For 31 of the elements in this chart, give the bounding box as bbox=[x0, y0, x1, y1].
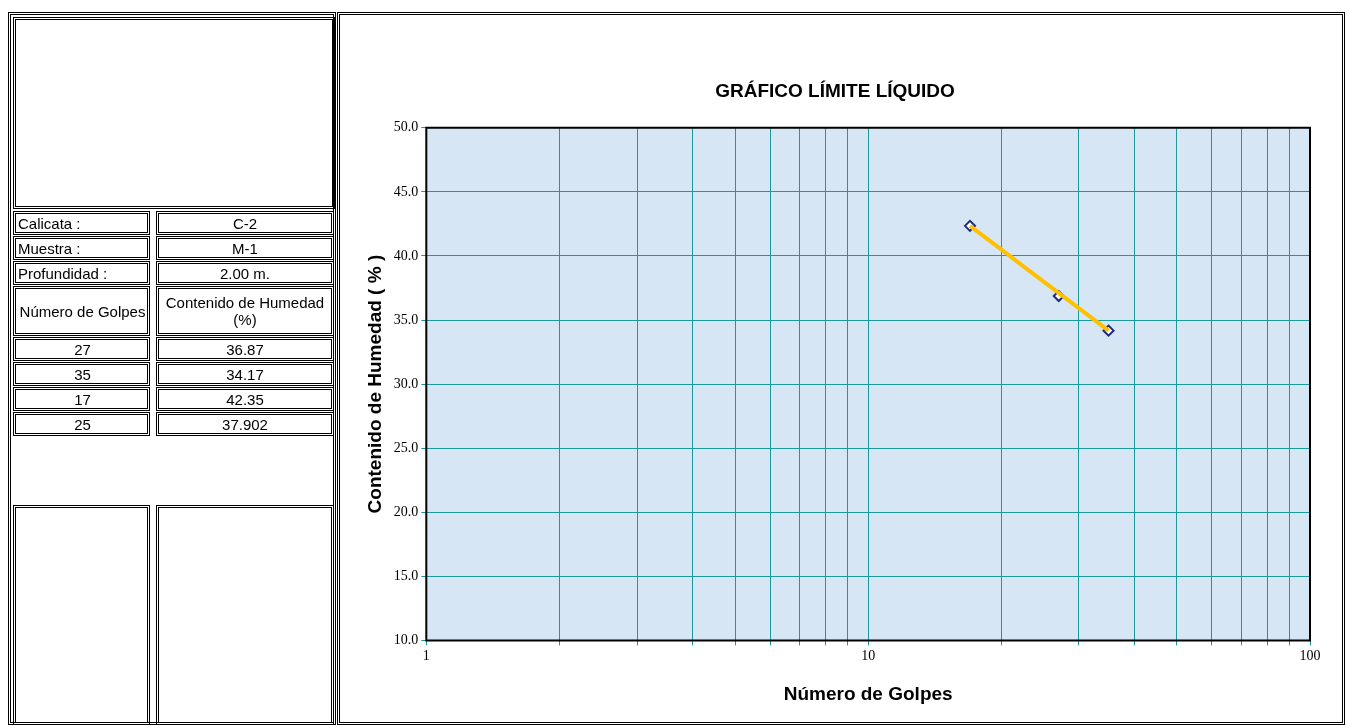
x-tick-label: 1 bbox=[422, 648, 430, 664]
y-axis-title: Contenido de Humedad ( % ) bbox=[363, 254, 385, 514]
text: 35 bbox=[13, 362, 150, 386]
y-tick-label: 50.0 bbox=[393, 119, 419, 135]
y-tick-label: 40.0 bbox=[393, 247, 419, 263]
text: M-1 bbox=[156, 236, 334, 260]
text: 34.17 bbox=[156, 362, 334, 386]
y-tick-label: 25.0 bbox=[393, 439, 419, 455]
text: 36.87 bbox=[156, 337, 334, 361]
y-tick-label: 15.0 bbox=[393, 568, 419, 583]
x-axis-title: Número de Golpes bbox=[783, 682, 953, 704]
text: 17 bbox=[13, 387, 150, 411]
x-tick-label: 10 bbox=[861, 648, 876, 664]
y-tick-label: 30.0 bbox=[393, 375, 419, 391]
y-tick-label: 45.0 bbox=[393, 183, 419, 199]
text: Calicata : bbox=[13, 211, 150, 235]
text: 2.00 m. bbox=[156, 261, 334, 285]
x-tick-label: 100 bbox=[1299, 648, 1321, 664]
text: Profundidad : bbox=[13, 261, 150, 285]
y-tick-label: 10.0 bbox=[393, 632, 419, 648]
text: Número de Golpes bbox=[13, 286, 150, 336]
y-tick-label: 35.0 bbox=[393, 311, 419, 327]
text: C-2 bbox=[156, 211, 334, 235]
text: 42.35 bbox=[156, 387, 334, 411]
text: Contenido de Humedad (%) bbox=[156, 286, 334, 336]
y-tick-label: 20.0 bbox=[393, 503, 419, 519]
text: Muestra : bbox=[13, 236, 150, 260]
chart-title: GRÁFICO LÍMITE LÍQUIDO bbox=[715, 79, 955, 101]
text: 27 bbox=[13, 337, 150, 361]
text: 37.902 bbox=[156, 412, 334, 436]
text: 25 bbox=[13, 412, 150, 436]
